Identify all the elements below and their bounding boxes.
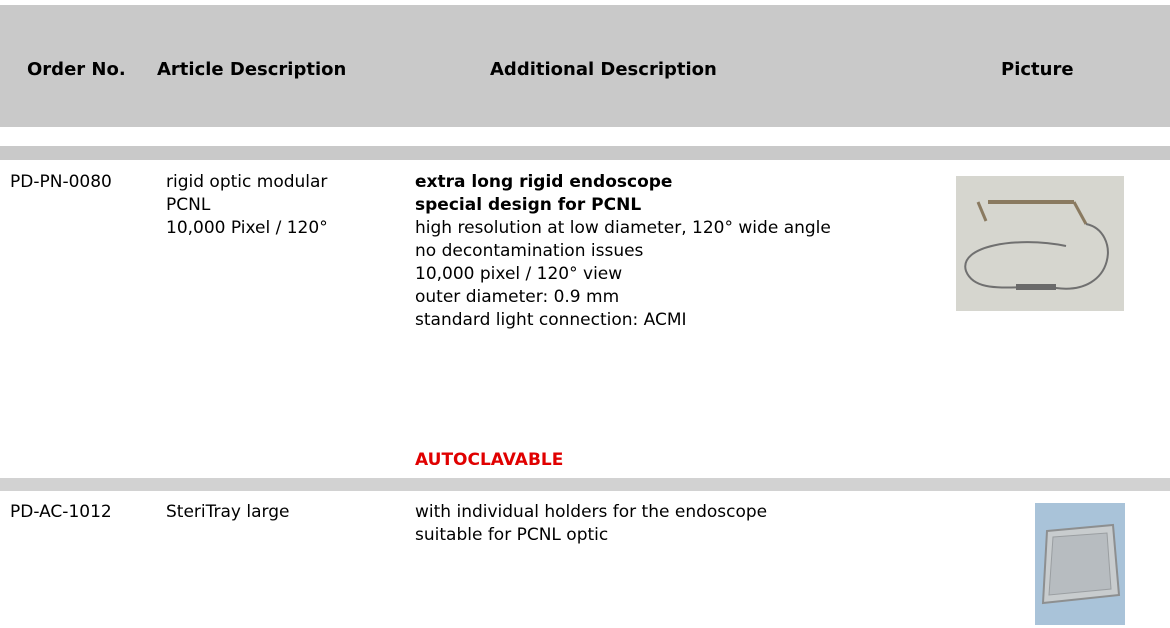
column-header: Picture bbox=[1001, 59, 1074, 80]
product-picture bbox=[1035, 503, 1125, 625]
order-no: PD-AC-1012 bbox=[10, 502, 112, 522]
text-line: no decontamination issues bbox=[415, 241, 644, 261]
headline: extra long rigid endoscope bbox=[415, 172, 673, 192]
text-line: 10,000 pixel / 120° view bbox=[415, 264, 623, 284]
headline: special design for PCNL bbox=[415, 195, 642, 215]
note: AUTOCLAVABLE bbox=[415, 450, 564, 470]
text-line: suitable for PCNL optic bbox=[415, 525, 609, 545]
text-line: 10,000 Pixel / 120° bbox=[166, 218, 328, 238]
row-separator bbox=[0, 146, 1170, 160]
order-no: PD-PN-0080 bbox=[10, 172, 112, 192]
column-header: Article Description bbox=[157, 59, 347, 80]
additional-description: extra long rigid endoscope special design… bbox=[415, 171, 870, 332]
text-line: high resolution at low diameter, 120° wi… bbox=[415, 218, 831, 238]
text-line: outer diameter: 0.9 mm bbox=[415, 287, 620, 307]
text-line: rigid optic modular bbox=[166, 172, 328, 192]
text-line: standard light connection: ACMI bbox=[415, 310, 687, 330]
text-line: SteriTray large bbox=[166, 502, 290, 522]
text-line: with individual holders for the endoscop… bbox=[415, 502, 768, 522]
additional-description: with individual holders for the endoscop… bbox=[415, 501, 870, 547]
column-header: Additional Description bbox=[490, 59, 717, 80]
header-bar bbox=[0, 5, 1170, 127]
column-header: Order No. bbox=[27, 59, 126, 80]
article-description: SteriTray large bbox=[166, 501, 406, 524]
product-picture bbox=[956, 176, 1124, 311]
article-description: rigid optic modular PCNL 10,000 Pixel / 12… bbox=[166, 171, 406, 240]
row-separator bbox=[0, 478, 1170, 491]
text-line: PCNL bbox=[166, 195, 211, 215]
